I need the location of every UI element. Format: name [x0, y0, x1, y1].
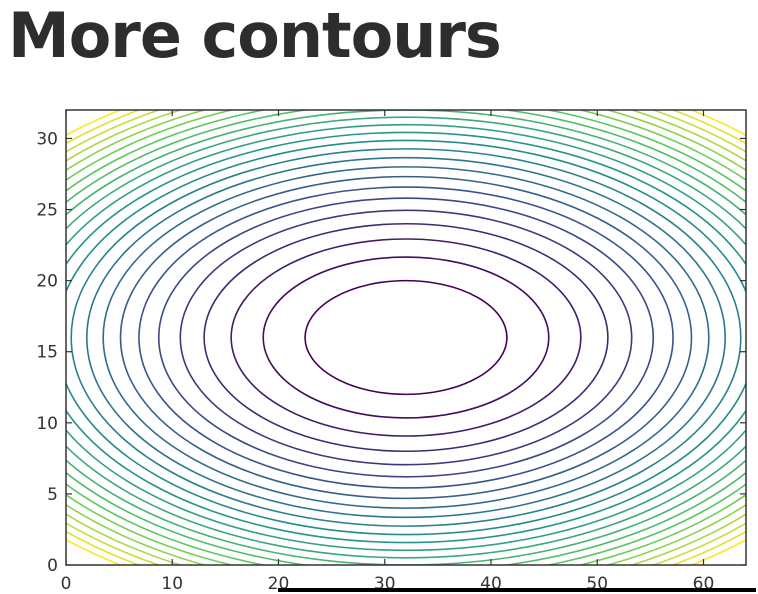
y-tick-label: 25	[36, 201, 58, 221]
y-tick-label: 20	[36, 272, 58, 292]
x-tick-label: 0	[61, 574, 72, 594]
contour-level-13	[66, 131, 746, 544]
slide-title: More contours	[8, 0, 502, 72]
contour-level-11	[70, 148, 742, 527]
contour-level-12	[66, 139, 746, 536]
contour-level-1	[304, 279, 508, 396]
contour-level-7	[138, 186, 674, 489]
y-tick-label: 0	[47, 556, 58, 576]
y-tick-label: 30	[36, 129, 58, 149]
contour-level-10	[86, 156, 726, 519]
x-tick-label: 10	[161, 574, 183, 594]
plot-background	[66, 110, 746, 565]
contour-level-2	[262, 256, 550, 419]
contour-lines	[66, 110, 746, 565]
contour-level-3	[230, 238, 582, 437]
contour-level-6	[157, 197, 655, 478]
contour-level-8	[119, 175, 693, 500]
axis-ticks	[65, 110, 746, 566]
y-tick-label: 5	[47, 485, 58, 505]
y-tick-label: 10	[36, 414, 58, 434]
y-tick-label: 15	[36, 343, 58, 363]
contour-level-9	[102, 166, 710, 509]
contour-level-14	[66, 123, 746, 552]
contour-level-5	[179, 209, 633, 466]
bottom-rule	[278, 588, 756, 592]
axes-frame	[65, 109, 747, 566]
contour-level-4	[203, 222, 609, 453]
contour-level-15	[66, 116, 746, 559]
